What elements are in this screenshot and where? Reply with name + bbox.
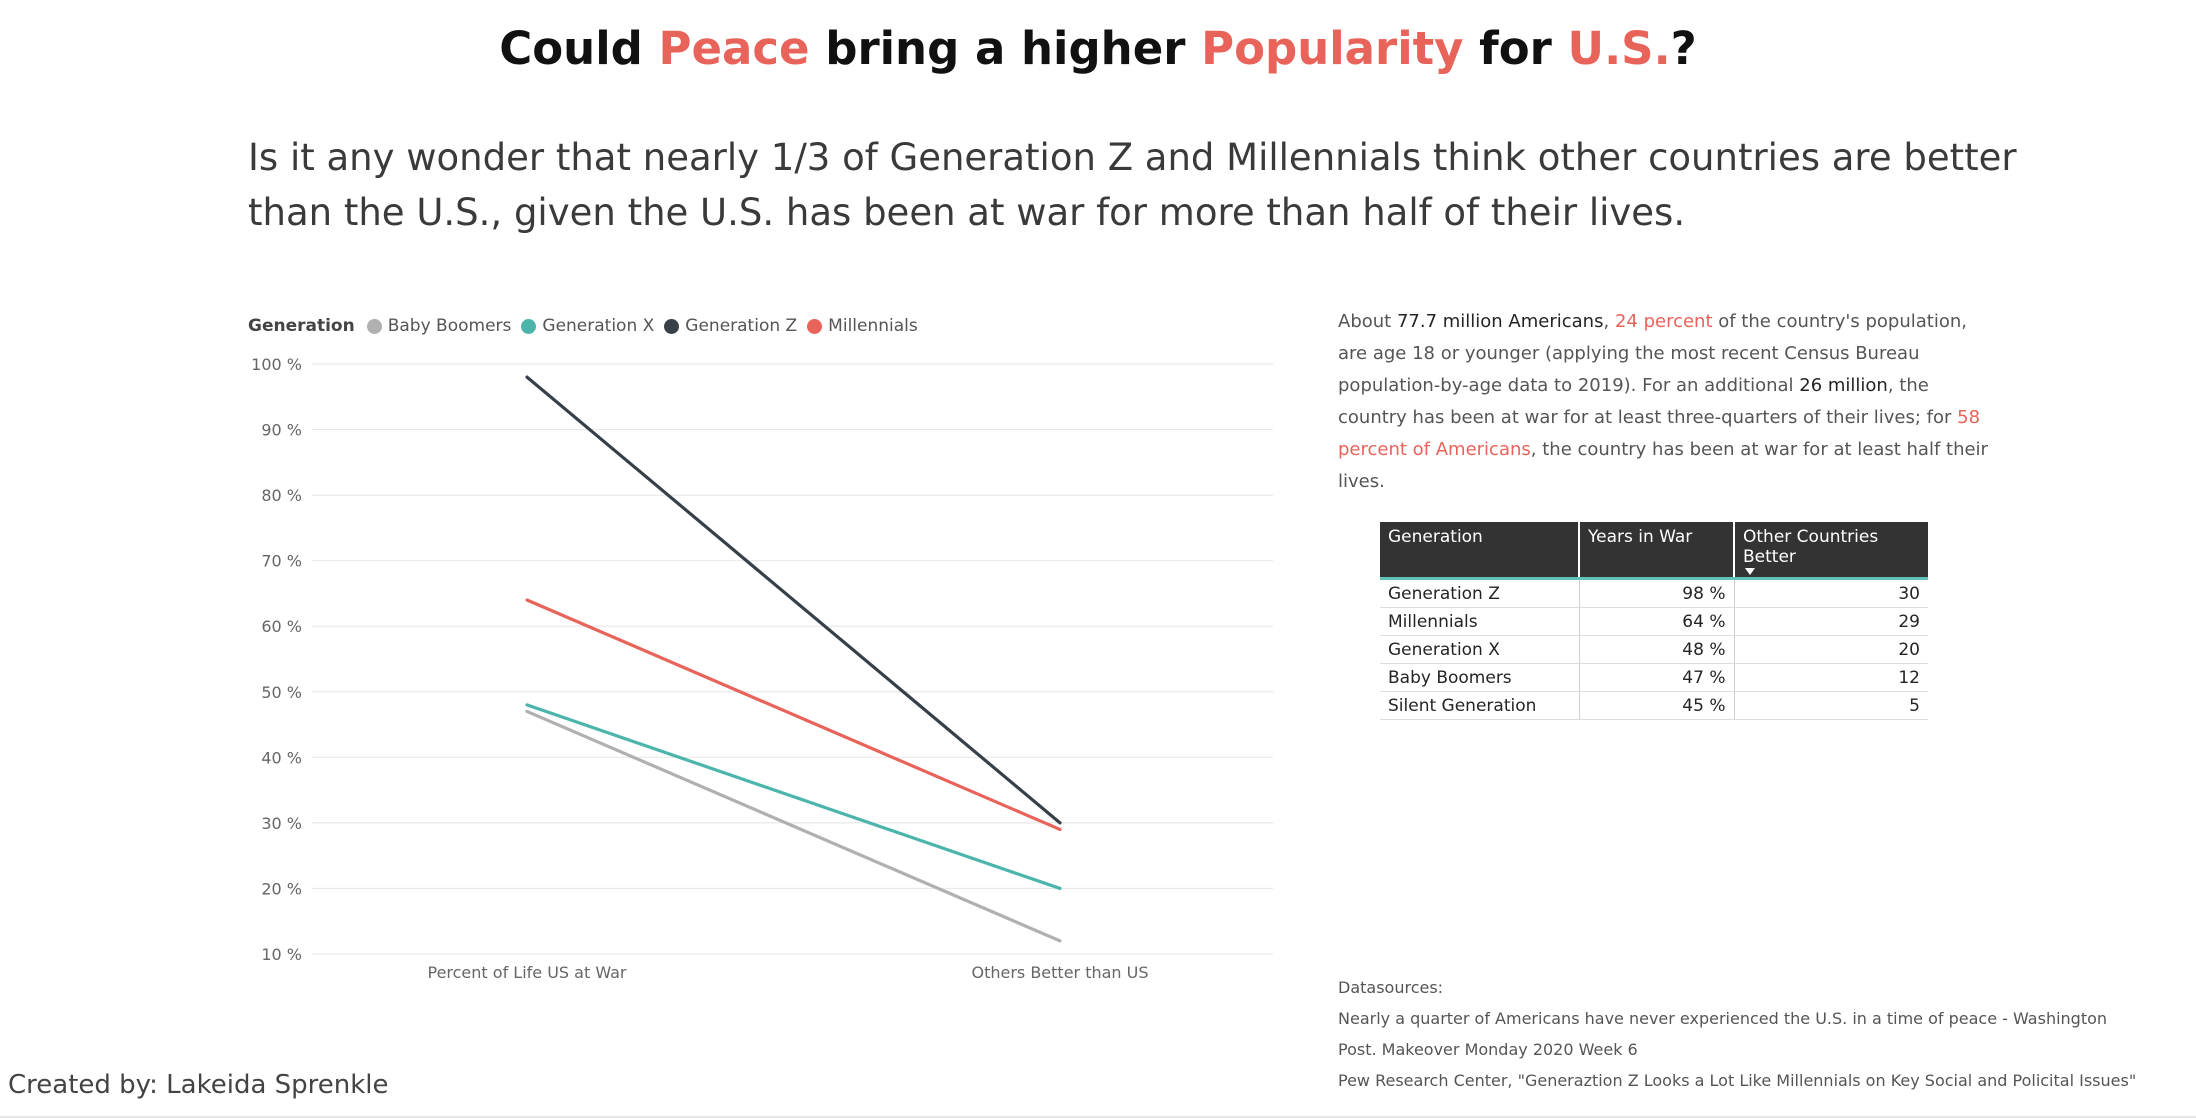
dashboard-title: Could Peace bring a higher Popularity fo… [0,22,2196,75]
sort-descending-icon [1745,568,1755,575]
table-cell-other-countries-better: 30 [1734,578,1928,608]
legend-dot-generation-z [664,318,680,334]
info-text-3: of the country's population, are age 18 … [1338,311,1967,396]
y-tick-label: 90 % [261,421,302,440]
series-line-millennials[interactable] [525,598,1062,832]
sources-label: Datasources: [1338,978,1444,997]
y-tick-label: 20 % [261,879,302,898]
legend-item-baby-boomers[interactable]: Baby Boomers [366,316,512,336]
table-cell-generation: Millennials [1380,607,1580,636]
y-tick-label: 70 % [261,552,302,571]
table-cell-other-countries-better: 20 [1734,635,1928,664]
table-cell-generation: Generation X [1380,635,1580,664]
info-text-1: About [1338,311,1397,332]
legend-label-generation-x: Generation X [542,316,655,336]
table-cell-other-countries-better: 5 [1734,691,1928,720]
column-header-years-in-war[interactable]: Years in War [1579,522,1735,579]
table-cell-generation: Generation Z [1380,578,1580,608]
info-highlight-americans: 77.7 million Americans [1396,311,1604,332]
table-cell-generation: Baby Boomers [1380,663,1580,692]
data-sources: Datasources: Nearly a quarter of America… [1338,972,2158,1096]
bottom-divider [0,1116,2196,1118]
legend-dot-millennials [807,318,823,334]
y-tick-label: 40 % [261,748,302,767]
chart-legend: Generation Baby Boomers Generation X Gen… [248,316,928,336]
info-text-2: , [1603,311,1615,332]
info-highlight-26-million: 26 million [1799,375,1888,396]
legend-dot-generation-x [521,318,537,334]
table-cell-years-in-war: 98 % [1579,578,1735,608]
table-cell-years-in-war: 48 % [1579,635,1735,664]
legend-dot-baby-boomers [366,318,382,334]
table-row[interactable]: Generation X 48 % 20 [1380,635,1928,664]
source-line-2: Post. Makeover Monday 2020 Week 6 [1338,1040,1638,1059]
author-credit: Created by: Lakeida Sprenkle [8,1070,389,1100]
y-tick-label: 60 % [261,617,302,636]
table-row[interactable]: Millennials 64 % 29 [1380,607,1928,636]
table-row[interactable]: Silent Generation 45 % 5 [1380,691,1928,720]
label-layer: 10 % 20 % 30 % 40 % 50 % 60 % 70 % 80 % 90 % 100 … [251,355,1148,982]
generation-table: Generation Years in War Other Countries … [1380,522,1928,720]
y-tick-label: 80 % [261,486,302,505]
title-accent-us: U.S. [1567,22,1671,75]
series-layer [525,375,1062,943]
x-tick-label: Percent of Life US at War [427,963,626,982]
table-cell-years-in-war: 45 % [1579,691,1735,720]
legend-label-generation-z: Generation Z [685,316,798,336]
y-tick-label: 100 % [251,355,302,374]
info-highlight-24-percent: 24 percent [1614,311,1713,332]
series-line-baby-boomers[interactable] [525,709,1062,943]
column-header-generation[interactable]: Generation [1380,522,1580,579]
series-line-generation-z[interactable] [525,375,1062,825]
legend-item-generation-x[interactable]: Generation X [521,316,654,336]
table-cell-years-in-war: 64 % [1579,607,1735,636]
table-row[interactable]: Baby Boomers 47 % 12 [1380,663,1928,692]
table-cell-generation: Silent Generation [1380,691,1580,720]
legend-label-millennials: Millennials [828,316,918,336]
title-part-1: Could [499,22,659,75]
y-tick-label: 50 % [261,683,302,702]
table-row[interactable]: Generation Z 98 % 30 [1380,578,1928,608]
table-header-row: Generation Years in War Other Countries … [1380,522,1928,579]
column-header-other-countries-better[interactable]: Other Countries Better [1734,522,1928,579]
legend-label-baby-boomers: Baby Boomers [387,316,512,336]
legend-item-generation-z[interactable]: Generation Z [664,316,797,336]
grid-layer [312,363,1273,955]
info-text-5: , the country has been at war for at lea… [1338,439,1988,492]
y-tick-label: 10 % [261,945,302,964]
info-paragraph: About 77.7 million Americans, 24 percent… [1338,306,1998,498]
table-cell-other-countries-better: 29 [1734,607,1928,636]
legend-title: Generation [248,316,355,336]
line-chart: 10 % 20 % 30 % 40 % 50 % 60 % 70 % 80 % 90 % 100 … [251,355,1273,982]
source-line-3: Pew Research Center, "Generaztion Z Look… [1338,1071,2137,1090]
title-accent-popularity: Popularity [1201,22,1464,75]
table-cell-other-countries-better: 12 [1734,663,1928,692]
x-tick-label: Others Better than US [971,963,1148,982]
info-text-4: , the country has been at war for at lea… [1338,375,1958,428]
source-line-1: Nearly a quarter of Americans have never… [1338,1009,2108,1028]
y-tick-label: 30 % [261,814,302,833]
legend-item-millennials[interactable]: Millennials [807,316,918,336]
title-part-2: bring a higher [809,22,1202,75]
title-part-4: ? [1670,22,1697,75]
series-line-generation-x[interactable] [525,703,1062,891]
table-cell-years-in-war: 47 % [1579,663,1735,692]
title-part-3: for [1463,22,1568,75]
column-header-label: Other Countries Better [1743,527,1879,567]
data-table: Generation Years in War Other Countries … [1380,522,1928,720]
dashboard-subtitle: Is it any wonder that nearly 1/3 of Gene… [248,136,2017,234]
info-highlight-58-percent: 58 percent of Americans [1338,407,1981,460]
title-accent-peace: Peace [658,22,810,75]
